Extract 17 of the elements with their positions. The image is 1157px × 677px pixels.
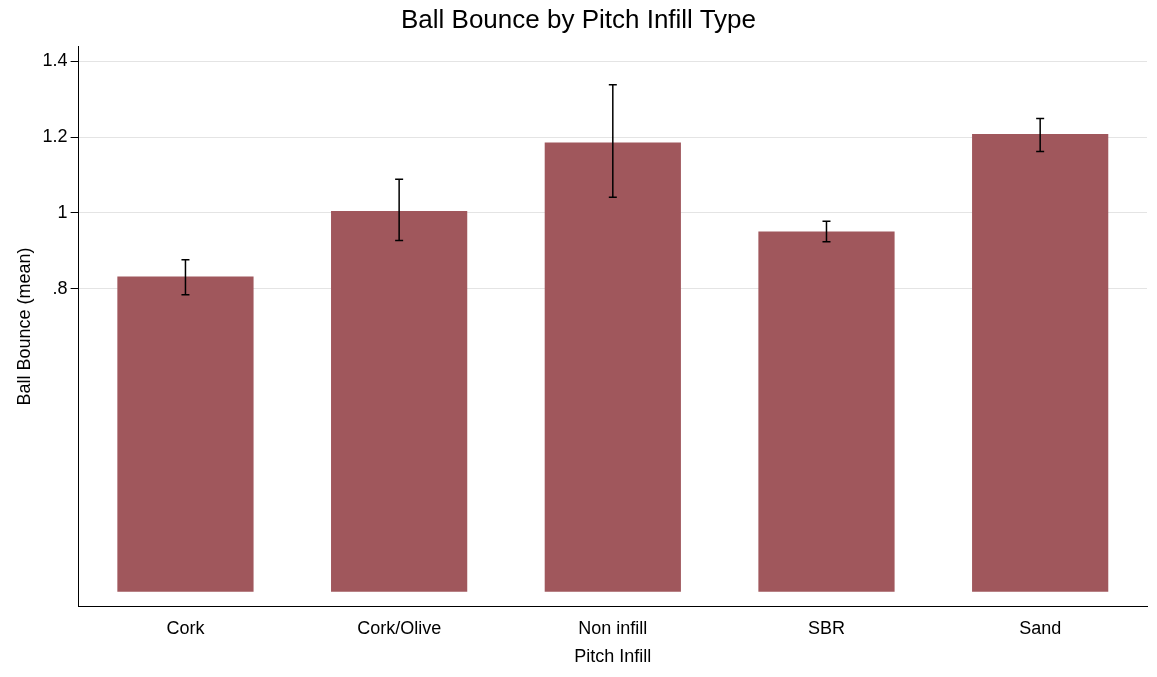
x-tick-label: Cork/Olive <box>357 617 442 638</box>
bar <box>331 210 468 592</box>
x-tick-label: Sand <box>1019 617 1062 638</box>
x-tick-label: Non infill <box>578 617 648 638</box>
y-tick-label: 1 <box>57 201 68 222</box>
bar <box>544 142 681 592</box>
y-tick-label: 1.4 <box>42 50 68 71</box>
y-tick-label: 1.2 <box>42 126 68 147</box>
x-axis-title: Pitch Infill <box>574 646 652 667</box>
y-tick-label: .8 <box>52 277 68 298</box>
bar <box>758 231 895 592</box>
y-axis-title: Ball Bounce (mean) <box>13 247 34 406</box>
x-tick-label: SBR <box>807 617 845 638</box>
bar <box>972 134 1109 592</box>
chart-title: Ball Bounce by Pitch Infill Type <box>400 3 757 34</box>
bar <box>117 276 254 592</box>
x-tick-label: Cork <box>166 617 206 638</box>
